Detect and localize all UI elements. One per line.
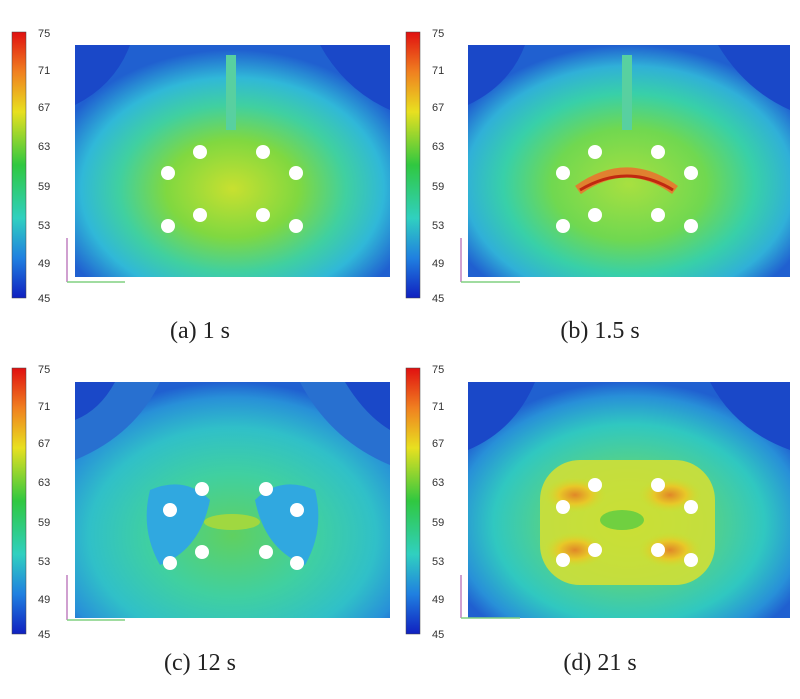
hole-markers	[556, 478, 698, 567]
colorbar	[11, 31, 27, 299]
tick-label: 45	[38, 629, 50, 641]
panel-c: 75 71 67 63 59 53 49 45 (c) 12 s	[0, 350, 400, 699]
tick-label: 49	[38, 258, 50, 270]
tick-label: 49	[432, 258, 444, 270]
tick-label: 49	[432, 594, 444, 606]
caption-d: (d) 21 s	[563, 650, 637, 676]
tick-label: 45	[432, 293, 444, 305]
caption-b: (b) 1.5 s	[560, 318, 640, 344]
colorbar-ticks: 75 71 67 63 59 53 49 45	[432, 28, 444, 305]
tick-label: 75	[38, 364, 50, 376]
panel-a: 75 71 67 63 59 53 49 45 (a) 1 s	[0, 0, 400, 349]
tick-label: 75	[38, 28, 50, 40]
tick-label: 67	[432, 438, 444, 450]
hole-markers	[161, 145, 303, 233]
panel-b-graphic: 75 71 67 63 59 53 49 45	[405, 28, 790, 305]
tick-label: 63	[38, 141, 50, 153]
tick-label: 53	[432, 220, 444, 232]
tick-label: 67	[38, 102, 50, 114]
hole-markers	[556, 145, 698, 233]
tick-label: 53	[38, 556, 50, 568]
tick-label: 67	[38, 438, 50, 450]
colorbar	[405, 367, 421, 635]
panel-d: 75 71 67 63 59 53 49 45 (d) 21 s	[400, 350, 800, 699]
panel-d-graphic: 75 71 67 63 59 53 49 45	[405, 364, 790, 641]
tick-label: 63	[38, 477, 50, 489]
caption-a: (a) 1 s	[170, 318, 230, 344]
tick-label: 53	[432, 556, 444, 568]
colorbar-ticks: 75 71 67 63 59 53 49 45	[38, 364, 50, 641]
tick-label: 75	[432, 28, 444, 40]
tick-label: 71	[38, 65, 50, 77]
panel-a-graphic: 75 71 67 63 59 53 49 45	[11, 28, 390, 305]
caption-c: (c) 12 s	[164, 650, 236, 676]
tick-label: 45	[432, 629, 444, 641]
hole-markers	[163, 482, 304, 570]
tick-label: 59	[432, 181, 444, 193]
colorbar-ticks: 75 71 67 63 59 53 49 45	[432, 364, 444, 641]
tick-label: 45	[38, 293, 50, 305]
tick-label: 71	[432, 401, 444, 413]
panel-b: 75 71 67 63 59 53 49 45 (b) 1.5 s	[400, 0, 800, 349]
tick-label: 63	[432, 141, 444, 153]
tick-label: 67	[432, 102, 444, 114]
colorbar	[11, 367, 27, 635]
tick-label: 53	[38, 220, 50, 232]
tick-label: 59	[38, 181, 50, 193]
tick-label: 59	[38, 517, 50, 529]
tick-label: 71	[432, 65, 444, 77]
colorbar	[405, 31, 421, 299]
panel-c-graphic: 75 71 67 63 59 53 49 45	[11, 364, 390, 641]
tick-label: 63	[432, 477, 444, 489]
tick-label: 71	[38, 401, 50, 413]
colorbar-ticks: 75 71 67 63 59 53 49 45	[38, 28, 50, 305]
tick-label: 59	[432, 517, 444, 529]
tick-label: 75	[432, 364, 444, 376]
tick-label: 49	[38, 594, 50, 606]
